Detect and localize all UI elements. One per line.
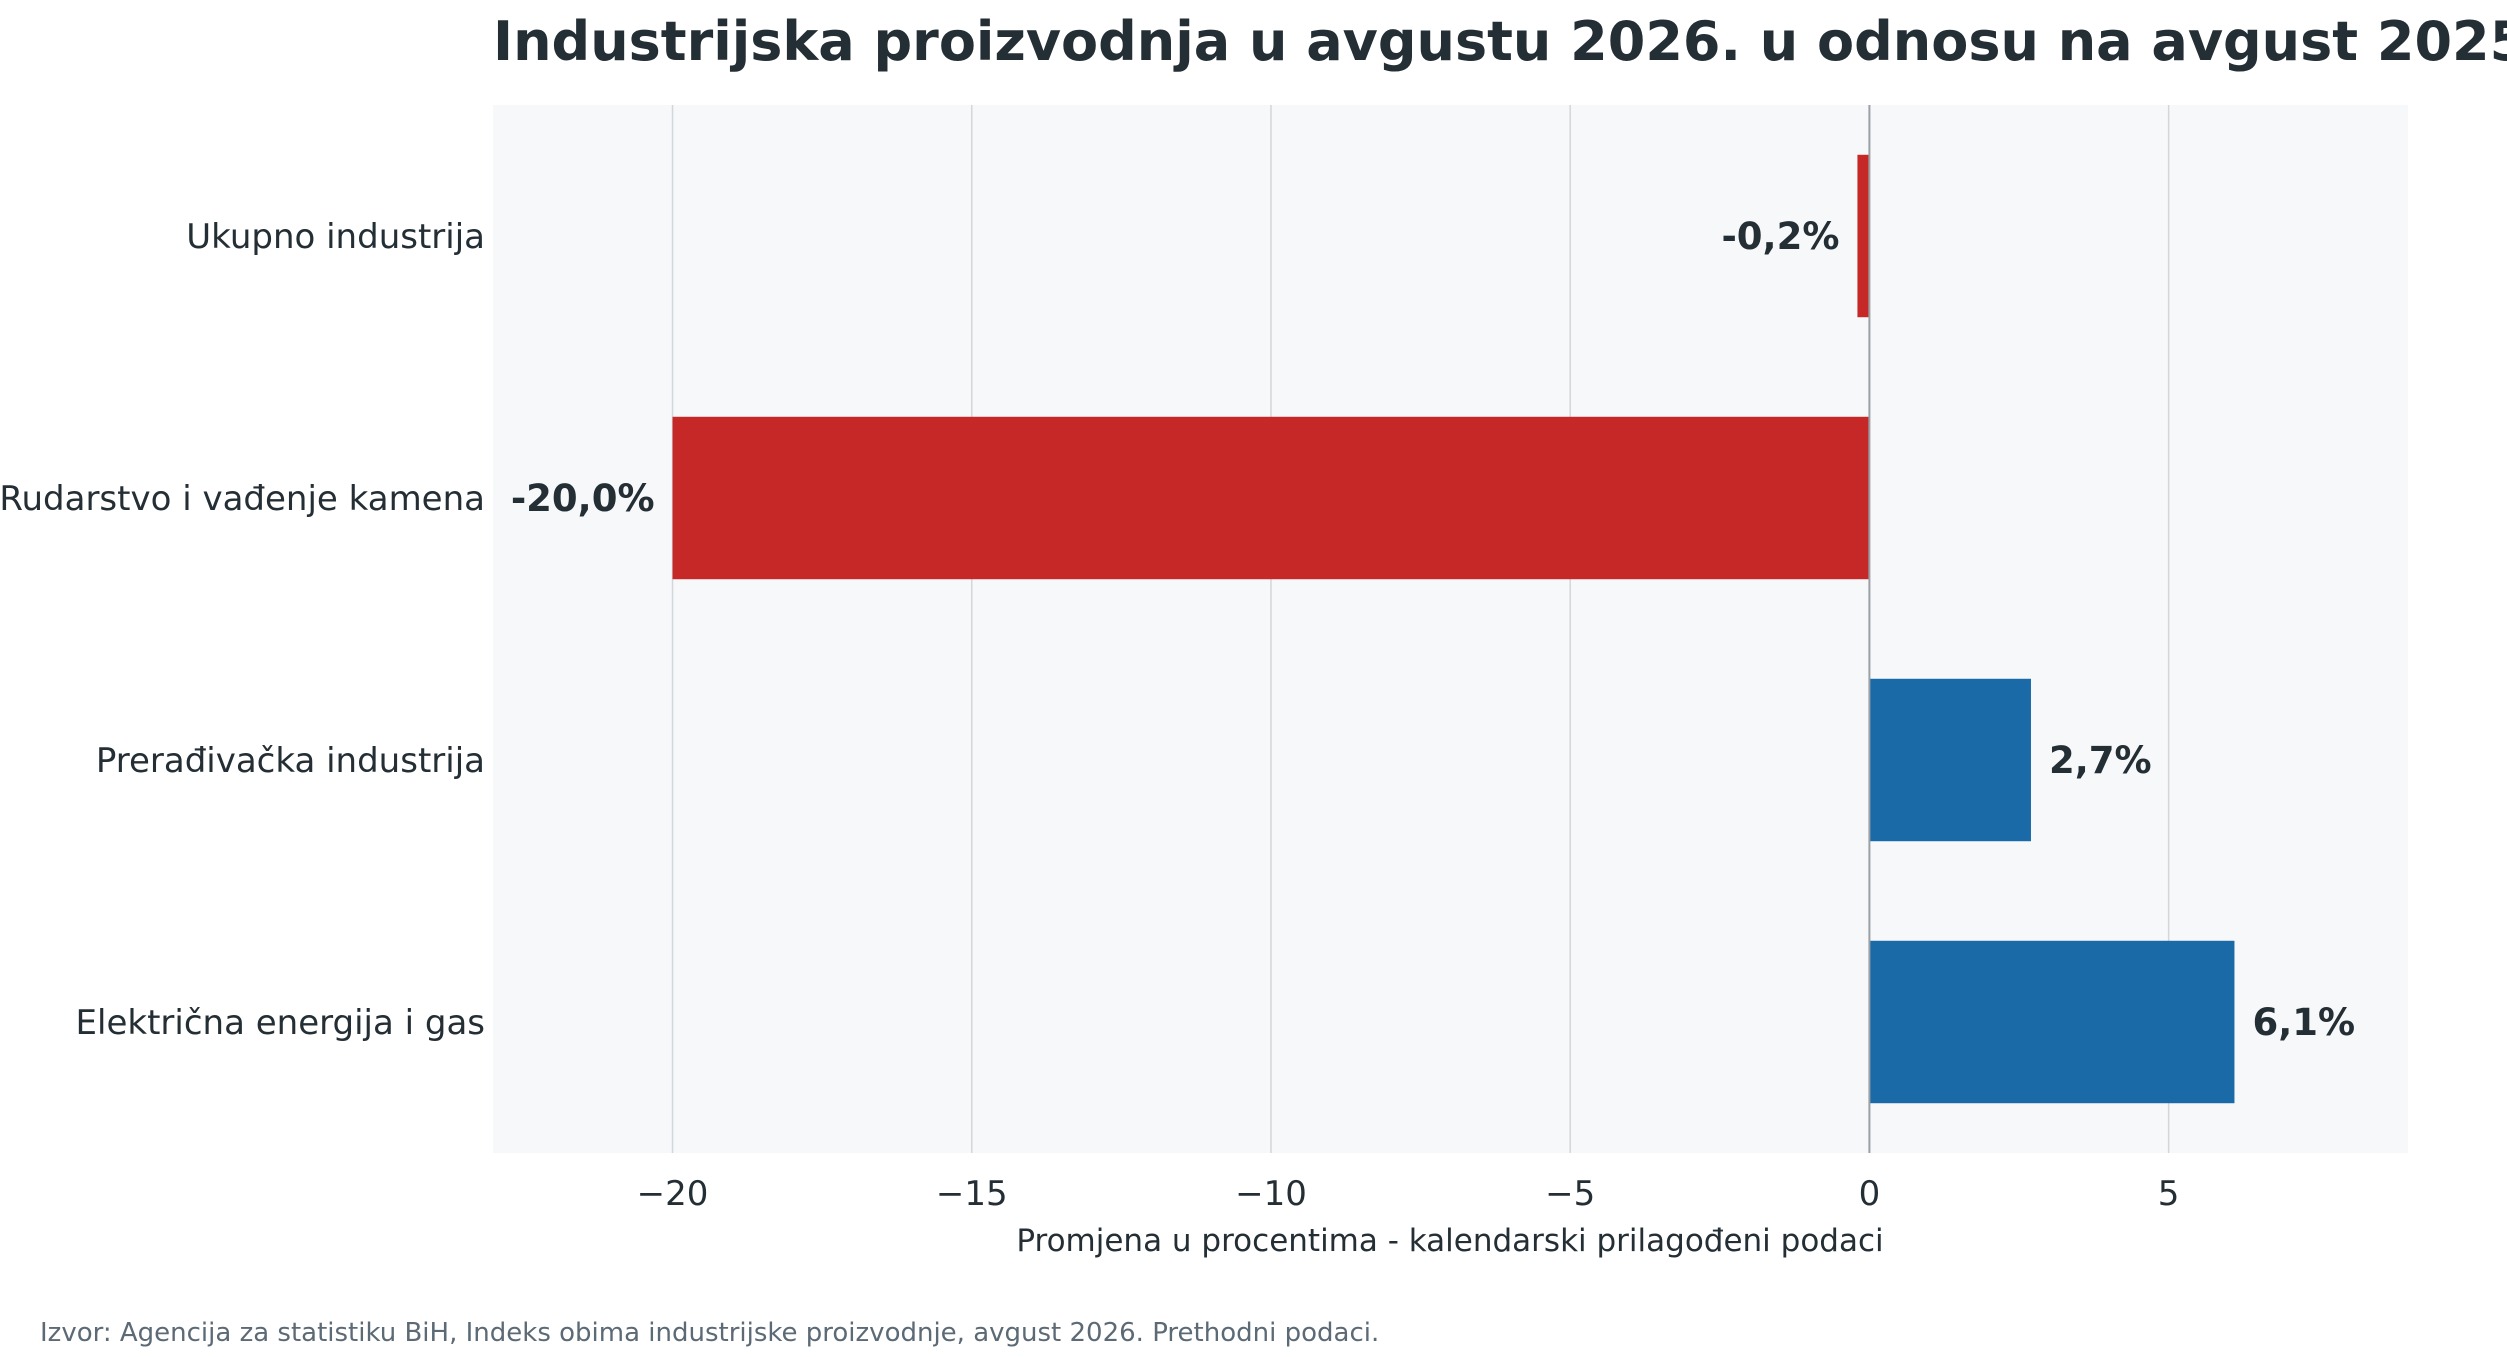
value-label: -20,0% [511, 477, 655, 520]
value-label: 2,7% [2049, 739, 2152, 782]
bar [672, 416, 1870, 580]
value-label: 6,1% [2252, 1001, 2355, 1044]
source-note: Izvor: Agencija za statistiku BiH, Indek… [40, 1318, 1379, 1348]
bar [1869, 678, 2031, 842]
x-tick-label: −20 [637, 1174, 709, 1214]
x-tick-label: 0 [1859, 1174, 1881, 1214]
x-tick-labels: −20 −15 −10 −5 0 5 [637, 1174, 2180, 1214]
bar [1869, 940, 2235, 1104]
value-label: -0,2% [1721, 215, 1839, 258]
x-tick-label: −10 [1235, 1174, 1307, 1214]
bars [672, 154, 2235, 1104]
category-label: Rudarstvo i vađenje kamena [0, 479, 485, 519]
category-labels: Ukupno industrija Rudarstvo i vađenje kam… [0, 217, 485, 1043]
x-tick-label: 5 [2158, 1174, 2180, 1214]
value-labels: -0,2% -20,0% 2,7% 6,1% [511, 215, 2355, 1044]
category-label: Električna energija i gas [76, 1003, 485, 1043]
x-tick-label: −15 [936, 1174, 1008, 1214]
chart-title: Industrijska proizvodnja u avgustu 2026.… [493, 10, 2507, 73]
x-tick-label: −5 [1545, 1174, 1595, 1214]
category-label: Ukupno industrija [186, 217, 485, 257]
category-label: Prerađivačka industrija [96, 741, 485, 781]
x-axis-label: Promjena u procentima - kalendarski pril… [1016, 1223, 1883, 1259]
bar [1857, 154, 1870, 318]
